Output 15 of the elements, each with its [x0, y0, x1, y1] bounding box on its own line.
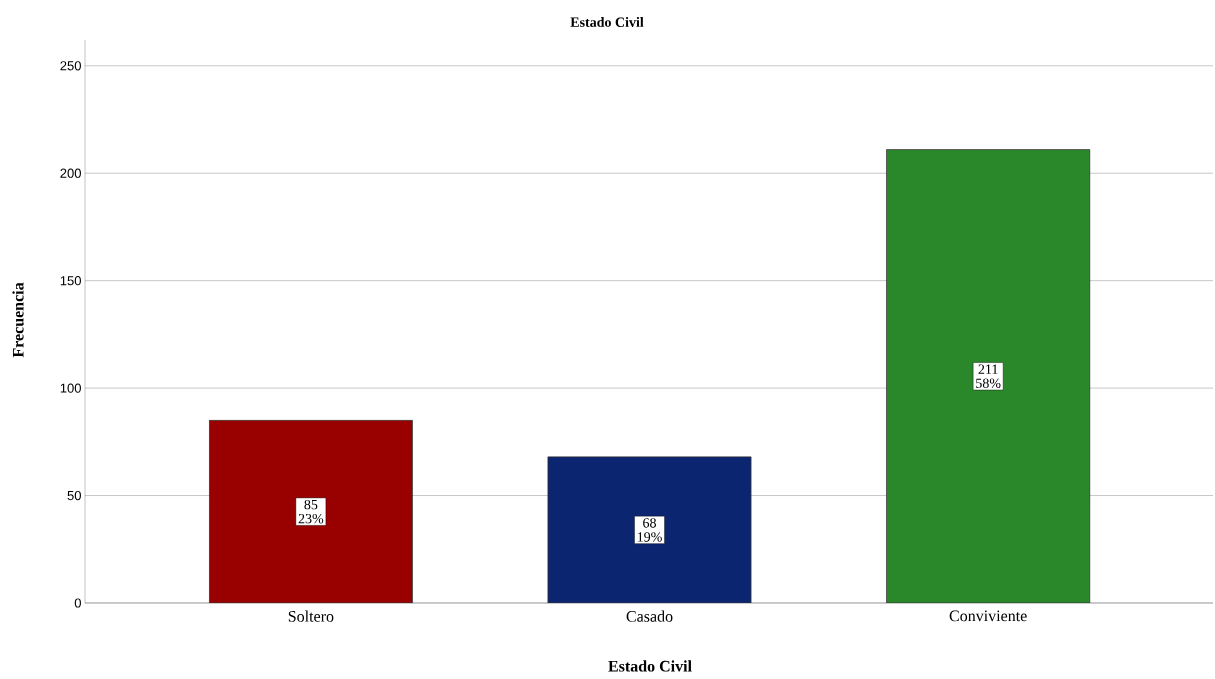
y-tick-label: 0 [74, 598, 81, 608]
x-tick-label: Casado [626, 610, 673, 622]
data-label: 85 23% [298, 499, 324, 524]
x-tick-label: Soltero [288, 610, 334, 622]
x-tick-label: Conviviente [949, 610, 1027, 622]
y-tick-label: 50 [67, 490, 81, 501]
y-tick-label: 200 [60, 168, 81, 178]
x-axis-title: Estado Civil [608, 660, 692, 672]
y-tick-label: 250 [60, 61, 81, 71]
y-tick-label: 100 [60, 383, 81, 393]
y-axis-title: Frecuencia [12, 282, 24, 358]
data-label: 68 19% [637, 518, 662, 542]
chart-title: Estado Civil [570, 17, 644, 27]
y-tick-label: 150 [60, 276, 81, 286]
data-label: 211 58% [976, 364, 1001, 389]
